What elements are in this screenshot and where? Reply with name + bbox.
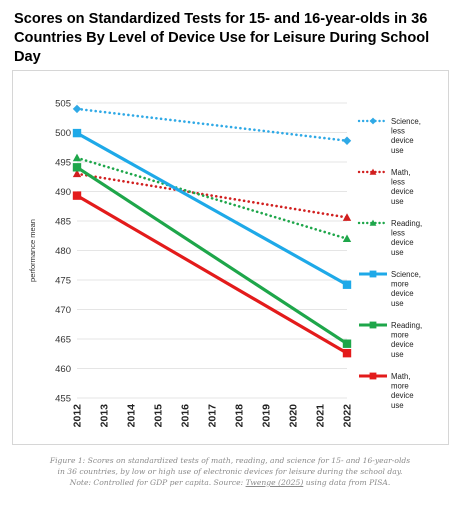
x-tick-label-2018: 2018 bbox=[234, 404, 246, 428]
legend-label-math-less-device-use-2: device bbox=[391, 187, 414, 196]
legend-swatch-marker-science-more-device-use bbox=[369, 270, 377, 278]
x-tick-label-2015: 2015 bbox=[153, 404, 165, 428]
y-tick-label-505: 505 bbox=[55, 98, 71, 109]
chart-title-line-1: Scores on Standardized Tests for 15- and… bbox=[14, 11, 428, 27]
legend-label-science-more-device-use-3: use bbox=[391, 299, 404, 308]
legend-label-science-more-device-use-2: device bbox=[391, 289, 414, 298]
legend-label-reading-more-device-use-3: use bbox=[391, 350, 404, 359]
y-tick-label-500: 500 bbox=[55, 128, 71, 139]
x-tick-label-2012: 2012 bbox=[72, 404, 84, 428]
series-line-math-less-device-use bbox=[75, 172, 349, 219]
legend-swatch-marker-reading-more-device-use bbox=[369, 321, 377, 329]
y-tick-label-475: 475 bbox=[55, 275, 71, 286]
y-tick-label-490: 490 bbox=[55, 187, 71, 198]
data-point-science-less-device-use-2022 bbox=[342, 136, 352, 145]
legend-label-science-more-device-use-1: more bbox=[391, 280, 409, 289]
legend-swatch-marker-math-less-device-use bbox=[369, 168, 377, 175]
legend-swatch-marker-science-less-device-use bbox=[369, 117, 377, 125]
data-point-reading-less-device-use-2012 bbox=[72, 153, 82, 162]
data-point-math-more-device-use-2012 bbox=[72, 191, 82, 200]
legend-label-science-less-device-use-0: Science, bbox=[391, 117, 421, 126]
legend-label-science-more-device-use-0: Science, bbox=[391, 270, 421, 279]
legend-label-math-more-device-use-2: device bbox=[391, 391, 414, 400]
y-axis-label: performance mean bbox=[28, 219, 37, 282]
series-line-reading-more-device-use bbox=[76, 165, 348, 346]
chart-area: 455 460 465 470 475 480 485 490 495 500 505 2012 201… bbox=[12, 70, 449, 445]
caption-source-link[interactable]: Twenge (2025) bbox=[245, 478, 304, 487]
legend-label-math-less-device-use-0: Math, bbox=[391, 168, 411, 177]
legend-label-math-more-device-use-3: use bbox=[391, 401, 404, 410]
legend-label-math-more-device-use-0: Math, bbox=[391, 372, 411, 381]
y-tick-label-460: 460 bbox=[55, 364, 71, 375]
y-tick-label-480: 480 bbox=[55, 246, 71, 257]
x-tick-label-2020: 2020 bbox=[288, 404, 300, 428]
data-point-math-less-device-use-2022 bbox=[342, 213, 352, 221]
x-tick-label-2017: 2017 bbox=[207, 404, 219, 428]
data-point-math-less-device-use-2012 bbox=[72, 169, 82, 178]
caption-line-1: Figure 1: Scores on standardized tests o… bbox=[49, 456, 411, 465]
data-point-reading-less-device-use-2022 bbox=[342, 234, 352, 243]
line-chart: 455 460 465 470 475 480 485 490 495 500 505 2012 201… bbox=[28, 98, 422, 428]
legend-label-reading-less-device-use-0: Reading, bbox=[391, 219, 422, 228]
x-tick-label-2022: 2022 bbox=[342, 404, 354, 428]
legend-label-reading-more-device-use-1: more bbox=[391, 331, 409, 340]
data-point-reading-more-device-use-2012 bbox=[72, 163, 82, 172]
chart-title: Scores on Standardized Tests for 15- and… bbox=[14, 10, 449, 67]
series-line-science-more-device-use bbox=[76, 131, 348, 287]
legend-label-math-more-device-use-1: more bbox=[391, 382, 409, 391]
series-line-reading-less-device-use bbox=[75, 156, 349, 240]
data-point-science-more-device-use-2012 bbox=[72, 128, 82, 138]
legend-label-science-less-device-use-2: device bbox=[391, 136, 414, 145]
y-tick-label-470: 470 bbox=[55, 305, 71, 316]
series-line-math-more-device-use bbox=[76, 194, 348, 355]
legend-label-reading-less-device-use-1: less bbox=[391, 229, 405, 238]
legend-label-reading-more-device-use-0: Reading, bbox=[391, 321, 422, 330]
y-tick-label-465: 465 bbox=[55, 334, 71, 345]
y-tick-label-485: 485 bbox=[55, 216, 71, 227]
y-tick-label-495: 495 bbox=[55, 157, 71, 168]
x-tick-label-2016: 2016 bbox=[180, 404, 192, 428]
legend-swatch-marker-reading-less-device-use bbox=[369, 219, 377, 226]
caption-line-3-prefix: Note: Controlled for GDP per capita. Sou… bbox=[69, 478, 246, 487]
legend-label-reading-less-device-use-3: use bbox=[391, 248, 404, 257]
data-point-science-less-device-use-2012 bbox=[72, 104, 82, 114]
series-line-science-less-device-use bbox=[75, 107, 349, 143]
legend-label-reading-less-device-use-2: device bbox=[391, 238, 414, 247]
data-point-reading-more-device-use-2022 bbox=[342, 339, 352, 348]
legend-label-science-less-device-use-3: use bbox=[391, 146, 404, 155]
x-tick-label-2013: 2013 bbox=[99, 404, 111, 428]
legend-label-reading-more-device-use-2: device bbox=[391, 340, 414, 349]
legend-label-math-less-device-use-3: use bbox=[391, 197, 404, 206]
data-point-math-more-device-use-2022 bbox=[342, 348, 352, 358]
x-tick-label-2021: 2021 bbox=[315, 404, 327, 428]
data-point-science-more-device-use-2022 bbox=[342, 280, 352, 289]
x-tick-label-2019: 2019 bbox=[261, 404, 273, 428]
caption-line-2: in 36 countries, by low or high use of e… bbox=[57, 467, 403, 476]
x-tick-label-2014: 2014 bbox=[126, 404, 138, 428]
figure-caption: Figure 1: Scores on standardized tests o… bbox=[20, 455, 440, 488]
legend-swatch-marker-math-more-device-use bbox=[369, 372, 377, 380]
caption-line-3-suffix: using data from PISA. bbox=[303, 478, 391, 487]
legend-label-math-less-device-use-1: less bbox=[391, 178, 405, 187]
y-tick-label-455: 455 bbox=[55, 393, 71, 404]
chart-title-line-2: Countries By Level of Device Use for Lei… bbox=[14, 30, 430, 65]
legend-label-science-less-device-use-1: less bbox=[391, 127, 405, 136]
